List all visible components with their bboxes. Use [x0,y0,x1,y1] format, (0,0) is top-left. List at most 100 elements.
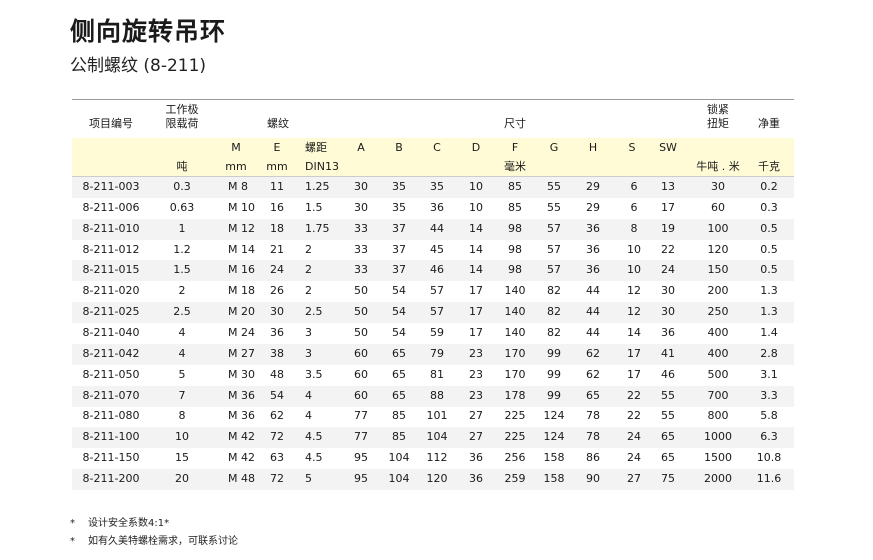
table-cell: 8-211-080 [82,409,140,423]
table-cell: 2 [178,284,186,298]
table-cell: 0.3 [173,180,191,193]
table-cell: 11 [270,180,284,193]
header-code: 项目编号 [89,117,133,130]
footnote-text: 设计安全系数4:1* [88,518,170,529]
header-thread: 螺纹 [267,117,289,130]
table-cell: 95 [354,472,368,486]
table-cell: 1.3 [760,305,778,319]
subheader-f: F [511,141,519,154]
footnote-bullet: * [70,536,75,547]
table-cell: M 12 [228,221,255,235]
table-cell: 62 [586,367,600,381]
subheader-a: A [357,141,365,154]
table-cell: 24 [627,451,641,465]
table-row [72,218,794,240]
table-cell: 200 [707,284,729,298]
table-cell: 57 [547,263,561,277]
table-cell: 36 [586,263,600,277]
subheader-sw: SW [659,141,677,154]
table-cell: 38 [270,346,284,360]
table-cell: 57 [547,221,561,235]
table-cell: 19 [661,221,675,235]
table-cell: 8 [630,221,638,235]
table-cell: 78 [586,409,600,423]
table-cell: 225 [504,430,526,444]
table-cell: 79 [430,346,444,360]
table-cell: 17 [627,367,641,381]
footnote: * 如有久美特螺栓需求，可联系讨论 [70,532,238,547]
table-cell: 85 [508,200,522,214]
table-cell: 800 [707,409,729,423]
table-cell: 2.5 [305,305,323,319]
table-cell: 150 [707,263,729,277]
table-cell: M 14 [228,242,255,256]
table-cell: 54 [270,388,284,402]
table-cell: 1500 [704,451,732,465]
table-cell: 65 [392,367,406,381]
table-row [72,427,794,449]
table-cell: 8 [178,409,186,423]
subheader-b: B [395,141,403,154]
subheader-d: D [471,141,481,154]
table-cell: 8-211-015 [82,263,140,277]
table-cell: 158 [543,472,565,486]
table-cell: M 42 [228,430,255,444]
table-cell: 99 [547,367,561,381]
header-load-2: 限载荷 [165,117,199,130]
table-cell: 8-211-100 [82,430,140,444]
table-cell: 82 [547,305,561,319]
table-cell: 37 [392,242,406,256]
table-cell: 90 [586,472,600,486]
table-cell: 45 [430,242,444,256]
table-cell: 33 [354,242,368,256]
table-cell: 65 [586,388,600,402]
table-cell: 104 [426,430,448,444]
table-cell: 20 [175,472,189,486]
table-cell: 14 [469,263,483,277]
table-cell: M 48 [228,472,255,486]
table-cell: 72 [270,472,284,486]
table-cell: 16 [270,200,284,214]
table-cell: 104 [388,451,410,465]
table-cell: 30 [711,180,725,193]
table-cell: 100 [707,221,729,235]
table-cell: 10 [469,200,483,214]
table-cell: 57 [547,242,561,256]
table-cell: 10 [627,263,641,277]
table-cell: 46 [661,367,675,381]
table-cell: 4.5 [305,430,323,444]
table-cell: 77 [354,409,368,423]
table-cell: 4 [305,388,312,402]
table-cell: 4 [305,409,312,423]
table-cell: 36 [586,221,600,235]
table-cell: 23 [469,367,483,381]
table-cell: 8-211-050 [82,367,140,381]
table-cell: 1.5 [305,200,323,214]
table-cell: 4.5 [305,451,323,465]
table-cell: 33 [354,263,368,277]
table-cell: 36 [469,472,483,486]
table-cell: 170 [504,346,526,360]
table-cell: 3.3 [760,388,778,402]
table-cell: 54 [392,305,406,319]
table-cell: 8-211-200 [82,472,140,486]
table-cell: 1.2 [173,242,191,256]
subheader-h: H [588,141,598,154]
table-cell: 23 [469,388,483,402]
table-cell: M 10 [228,200,255,214]
table-cell: 81 [430,367,444,381]
table-cell: M 24 [228,326,255,340]
table-cell: 29 [586,200,600,214]
table-cell: M 42 [228,451,255,465]
table-cell: 55 [547,180,561,193]
table-cell: 8-211-042 [82,346,140,360]
table-cell: 2000 [704,472,732,486]
table-cell: 1.5 [173,263,191,277]
table-cell: 17 [469,326,483,340]
table-cell: 44 [430,221,444,235]
table-cell: 8-211-006 [82,200,140,214]
table-cell: 6 [630,200,638,214]
header-torque-1: 锁紧 [707,103,729,116]
table-cell: 98 [508,263,522,277]
table-top-rule [72,99,794,100]
